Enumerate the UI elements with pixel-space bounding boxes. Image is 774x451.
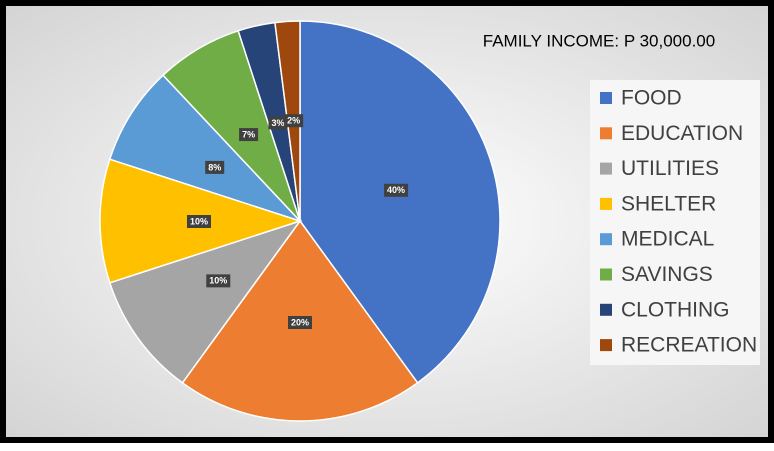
data-label: 2% [284, 114, 304, 128]
data-label-text: 3% [271, 118, 284, 128]
legend-swatch [600, 92, 612, 104]
legend-label: FOOD [621, 87, 682, 110]
legend-swatch [600, 339, 612, 352]
data-label: 8% [205, 160, 225, 174]
data-label: 40% [384, 183, 409, 197]
data-label: 10% [186, 215, 212, 228]
pie-slice [108, 74, 301, 222]
data-label: 7% [239, 128, 259, 142]
legend-swatch [600, 303, 612, 316]
data-label-bg [384, 183, 409, 197]
data-label-bg [287, 316, 313, 329]
pie-slice [299, 20, 501, 384]
legend-swatch [600, 268, 612, 281]
data-label-text: 10% [190, 216, 208, 226]
data-label-bg [268, 116, 288, 130]
data-label-bg [239, 128, 259, 142]
chart-title: FAMILY INCOME: P 30,000.00 [483, 31, 715, 50]
legend-label: MEDICAL [621, 228, 714, 251]
data-label-text: 40% [387, 185, 405, 195]
legend-label: EDUCATION [621, 122, 743, 145]
legend-label: CLOTHING [621, 298, 730, 321]
data-label: 20% [287, 316, 313, 329]
data-label-text: 8% [208, 162, 221, 172]
legend-label: SHELTER [621, 192, 716, 215]
legend-swatch [600, 162, 612, 175]
legend-label: SAVINGS [621, 263, 713, 286]
legend-swatch [600, 233, 612, 246]
data-label-text: 20% [291, 317, 309, 327]
data-label-bg [186, 215, 212, 228]
data-label-bg [206, 274, 231, 288]
legend-swatch [600, 127, 612, 140]
legend-swatch [600, 197, 612, 210]
data-label-bg [284, 114, 304, 128]
data-label-text: 2% [287, 116, 300, 126]
data-label-text: 7% [242, 129, 255, 139]
data-label: 10% [206, 274, 231, 288]
legend-box [590, 80, 760, 365]
legend-label: UTILITIES [621, 157, 719, 180]
data-label-text: 10% [209, 276, 227, 286]
data-label-bg [205, 160, 225, 174]
pie-slice [108, 219, 302, 384]
legend-label: RECREATION [621, 334, 757, 357]
data-label: 3% [268, 116, 288, 130]
